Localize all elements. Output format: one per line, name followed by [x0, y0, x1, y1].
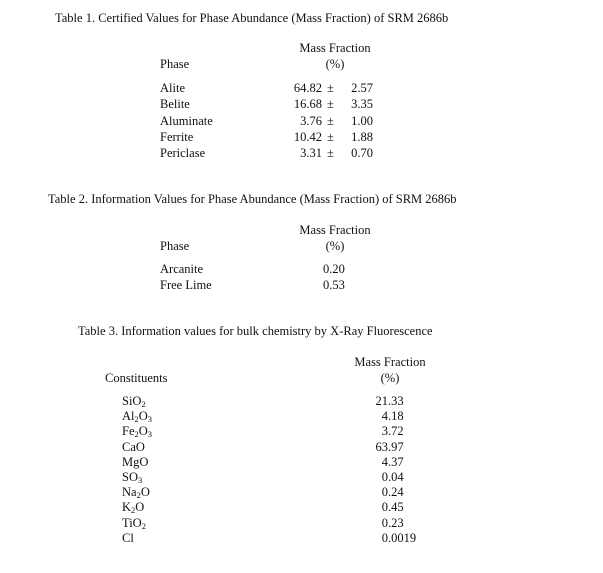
- table3-value-int: 0: [381, 530, 388, 545]
- table3-value-frac: .04: [388, 470, 404, 484]
- formula-part: O: [135, 500, 145, 515]
- table3-constituent: Na2O: [122, 485, 150, 499]
- table3-value-frac: .23: [388, 515, 404, 530]
- formula-part: K: [122, 500, 132, 515]
- formula-part: Fe: [122, 424, 135, 439]
- plus-minus: ±: [327, 129, 334, 144]
- table1-phase: Aluminate: [160, 113, 213, 128]
- formula-part: 2: [141, 399, 146, 409]
- table3-constituent: SiO2: [122, 394, 146, 408]
- table3-constituent: SO3: [122, 470, 142, 484]
- table1-header-unit: (%): [325, 57, 345, 71]
- table2-value: 0.53: [323, 277, 345, 292]
- formula-part: 3: [147, 429, 153, 440]
- table2-title: Table 2. Information Values for Phase Ab…: [48, 192, 457, 206]
- table3-value-frac: .72: [388, 424, 404, 439]
- table2-phase: Free Lime: [160, 277, 212, 292]
- table3-value-int: 3: [381, 424, 388, 439]
- table1-header-mass-fraction: Mass Fraction: [299, 41, 371, 55]
- table3-value-frac: .18: [388, 409, 404, 424]
- table3-value-int: 0: [381, 470, 388, 484]
- table1-uncertainty: 1.00: [351, 113, 373, 128]
- table3-value-int: 63: [375, 439, 389, 454]
- table2-header-unit: (%): [325, 239, 345, 253]
- table3-value-frac: .97: [388, 439, 404, 454]
- table3-constituent: Cl: [122, 531, 134, 545]
- formula-part: 2: [131, 505, 136, 516]
- table3-title: Table 3. Information values for bulk che…: [78, 324, 433, 338]
- table3-constituent: K2O: [122, 500, 144, 514]
- table1-phase: Periclase: [160, 146, 206, 161]
- table1-phase: Belite: [160, 97, 190, 112]
- table1-phase: Ferrite: [160, 129, 194, 144]
- formula-part: O: [140, 485, 150, 500]
- table2-header-phase: Phase: [160, 239, 190, 253]
- table3-constituent: MgO: [122, 455, 148, 469]
- plus-minus: ±: [327, 97, 334, 112]
- formula-part: SiO: [122, 394, 142, 408]
- table3-constituent: Al2O3: [122, 409, 152, 423]
- formula-part: O: [138, 409, 148, 424]
- formula-part: Na: [122, 485, 137, 500]
- table2-header-mass-fraction: Mass Fraction: [299, 223, 371, 237]
- table3-value-int: 0: [381, 500, 388, 515]
- table1-value: 10.42: [293, 129, 322, 144]
- formula-part: Al: [122, 409, 135, 424]
- formula-part: 2: [134, 414, 139, 425]
- formula-part: MgO: [122, 454, 149, 469]
- formula-part: O: [138, 424, 148, 439]
- table1-value: 3.76: [300, 113, 322, 128]
- formula-part: CaO: [122, 439, 145, 454]
- formula-part: Cl: [122, 530, 134, 545]
- table1-uncertainty: 0.70: [351, 146, 373, 161]
- table3-value-frac: .33: [388, 394, 404, 408]
- table1-uncertainty: 1.88: [351, 129, 373, 144]
- formula-part: 2: [134, 429, 139, 440]
- table3-constituent: Fe2O3: [122, 424, 152, 438]
- formula-part: TiO: [122, 515, 142, 530]
- table3-value-int: 4: [381, 454, 388, 469]
- table1-uncertainty: 2.57: [351, 81, 373, 95]
- plus-minus: ±: [327, 146, 334, 161]
- table1-value: 16.68: [293, 97, 322, 112]
- plus-minus: ±: [327, 113, 334, 128]
- table3-value-frac: .45: [388, 500, 404, 515]
- table3-value-int: 0: [381, 485, 388, 500]
- formula-part: 3: [137, 475, 143, 485]
- table3-value-frac: .37: [388, 454, 404, 469]
- formula-part: 2: [136, 490, 141, 501]
- table3-header-unit: (%): [380, 371, 400, 385]
- table2-phase: Arcanite: [160, 262, 204, 276]
- formula-part: 3: [147, 414, 153, 425]
- table3-value-int: 0: [381, 515, 388, 530]
- table3-value-frac: .24: [388, 485, 404, 500]
- formula-part: SO: [122, 470, 138, 484]
- table2-value: 0.20: [323, 262, 345, 276]
- table3-value-int: 4: [381, 409, 388, 424]
- table3-header-mass-fraction: Mass Fraction: [354, 355, 426, 369]
- table1-value: 3.31: [300, 146, 322, 161]
- table3-constituent: TiO2: [122, 516, 146, 530]
- table1-title: Table 1. Certified Values for Phase Abun…: [55, 11, 449, 25]
- table3-header-constituents: Constituents: [105, 371, 168, 385]
- table1-phase: Alite: [160, 81, 185, 95]
- table3-value-int: 21: [375, 394, 389, 408]
- formula-part: 2: [141, 520, 146, 531]
- table1-uncertainty: 3.35: [351, 97, 373, 112]
- table3-constituent: CaO: [122, 440, 145, 454]
- table1-value: 64.82: [293, 81, 322, 95]
- plus-minus: ±: [327, 81, 334, 95]
- table1-header-phase: Phase: [160, 57, 190, 71]
- table3-value-frac: .0019: [388, 530, 417, 545]
